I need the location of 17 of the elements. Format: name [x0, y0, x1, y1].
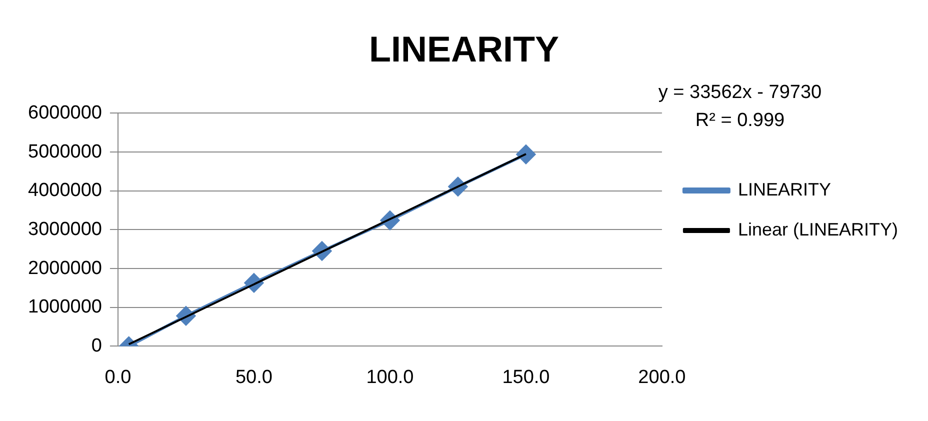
text: R² = 0.999	[695, 110, 785, 131]
chart-title: LINEARITY	[368, 28, 560, 70]
legend-label: Linear (LINEARITY)	[738, 219, 898, 240]
x-tick-label: 200.0	[638, 366, 686, 388]
text: y = 33562x - 79730	[658, 82, 822, 103]
legend-label: LINEARITY	[738, 179, 831, 200]
y-tick-label: 3000000	[28, 218, 102, 240]
y-tick-label: 5000000	[28, 141, 102, 162]
y-tick-label: 2000000	[28, 258, 102, 279]
x-tick-label: 0.0	[104, 366, 132, 388]
y-tick-label: 4000000	[28, 180, 102, 202]
y-tick-label: 6000000	[28, 102, 102, 124]
x-tick-label: 50.0	[235, 366, 272, 388]
y-tick-label: 1000000	[28, 296, 102, 318]
x-tick-label: 100.0	[366, 366, 414, 388]
y-tick-label: 0	[91, 335, 102, 356]
x-tick-label: 150.0	[502, 366, 550, 388]
